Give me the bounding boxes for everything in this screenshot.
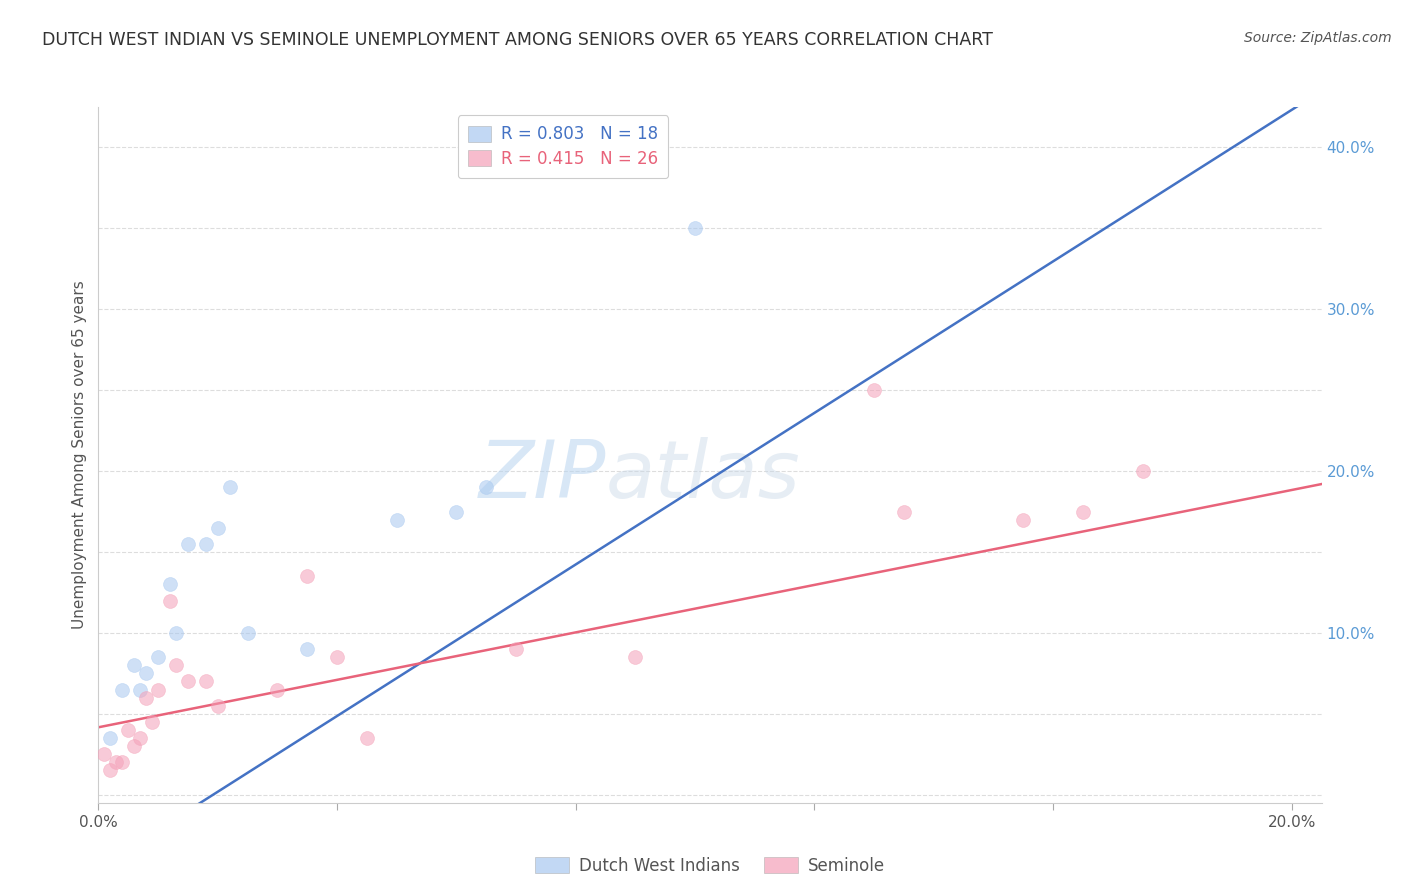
Point — [141, 714, 163, 729]
Point — [98, 731, 121, 745]
Point — [146, 650, 169, 665]
Point — [475, 480, 498, 494]
Point — [505, 642, 527, 657]
Point — [1071, 504, 1094, 518]
Point — [129, 731, 152, 745]
Point — [122, 739, 145, 754]
Point — [159, 577, 181, 591]
Point — [146, 682, 169, 697]
Point — [207, 521, 229, 535]
Point — [135, 690, 157, 705]
Point — [266, 682, 288, 697]
Point — [93, 747, 115, 762]
Point — [1132, 464, 1154, 478]
Text: ZIP: ZIP — [478, 437, 606, 515]
Point — [297, 569, 319, 583]
Point — [129, 682, 152, 697]
Point — [165, 626, 187, 640]
Point — [111, 682, 134, 697]
Point — [194, 537, 217, 551]
Point — [893, 504, 915, 518]
Point — [297, 642, 319, 657]
Point — [863, 383, 886, 397]
Point — [122, 658, 145, 673]
Point — [385, 513, 408, 527]
Point — [105, 756, 128, 770]
Point — [111, 756, 134, 770]
Point — [207, 698, 229, 713]
Point — [177, 674, 200, 689]
Point — [624, 650, 647, 665]
Point — [446, 504, 468, 518]
Point — [159, 593, 181, 607]
Point — [236, 626, 259, 640]
Y-axis label: Unemployment Among Seniors over 65 years: Unemployment Among Seniors over 65 years — [72, 281, 87, 629]
Text: atlas: atlas — [606, 437, 801, 515]
Point — [98, 764, 121, 778]
Point — [117, 723, 139, 737]
Point — [135, 666, 157, 681]
Point — [1012, 513, 1035, 527]
Legend: Dutch West Indians, Seminole: Dutch West Indians, Seminole — [526, 847, 894, 885]
Point — [218, 480, 240, 494]
Point — [194, 674, 217, 689]
Point — [326, 650, 349, 665]
Text: DUTCH WEST INDIAN VS SEMINOLE UNEMPLOYMENT AMONG SENIORS OVER 65 YEARS CORRELATI: DUTCH WEST INDIAN VS SEMINOLE UNEMPLOYME… — [42, 31, 993, 49]
Text: Source: ZipAtlas.com: Source: ZipAtlas.com — [1244, 31, 1392, 45]
Point — [177, 537, 200, 551]
Point — [356, 731, 378, 745]
Point — [683, 221, 706, 235]
Point — [165, 658, 187, 673]
